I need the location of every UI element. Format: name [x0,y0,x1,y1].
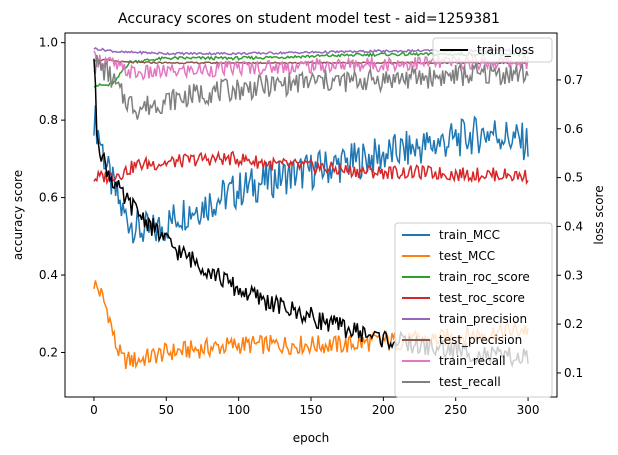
legend-label-test_recall: test_recall [439,375,501,389]
x-axis-label: epoch [293,431,330,445]
y2-tick-label: 0.7 [564,73,583,87]
legend-label-train_MCC: train_MCC [439,228,500,242]
y2-tick-label: 0.4 [564,219,583,233]
series-line-train_MCC [93,105,529,244]
y2-axis-label: loss score [592,185,606,244]
y2-tick-label: 0.6 [564,122,583,136]
x-tick-label: 200 [372,403,395,417]
legend-label-test_roc_score: test_roc_score [439,291,525,305]
legend-box [394,222,553,398]
x-tick-label: 50 [159,403,174,417]
series-line-test_recall [93,54,529,120]
x-axis: 0 50 100 150 200 250 300 [90,397,540,417]
legend-label-train_roc_score: train_roc_score [439,270,530,284]
y-tick-label: 0.4 [39,268,58,282]
chart-title: Accuracy scores on student model test - … [118,11,500,27]
x-tick-label: 150 [300,403,323,417]
y2-tick-label: 0.1 [564,366,583,380]
y2-tick-label: 0.3 [564,268,583,282]
legend-box [432,37,553,63]
legend-metrics: train_MCC test_MCC train_roc_score test_roc… [394,222,553,398]
series-line-test_roc_score [93,150,529,186]
y2-tick-label: 0.2 [564,317,583,331]
legend-label-train_loss: train_loss [477,43,534,57]
y2-tick-label: 0.5 [564,171,583,185]
x-tick-label: 0 [90,403,98,417]
x-tick-label: 100 [227,403,250,417]
y-tick-label: 0.2 [39,345,58,359]
legend-label-test_precision: test_precision [439,333,522,347]
y-tick-label: 0.6 [39,191,58,205]
legend-loss: train_loss [432,37,553,63]
y-axis-label: accuracy score [11,170,25,260]
y-axis: 0.2 0.4 0.6 0.8 1.0 [39,36,65,359]
y-tick-label: 1.0 [39,36,58,50]
y2-axis: 0.1 0.2 0.3 0.4 0.5 0.6 0.7 [557,73,583,380]
legend-label-train_recall: train_recall [439,354,506,368]
x-tick-label: 250 [444,403,467,417]
legend-label-test_MCC: test_MCC [439,249,495,263]
y-tick-label: 0.8 [39,113,58,127]
legend-label-train_precision: train_precision [439,312,527,326]
x-tick-label: 300 [517,403,540,417]
